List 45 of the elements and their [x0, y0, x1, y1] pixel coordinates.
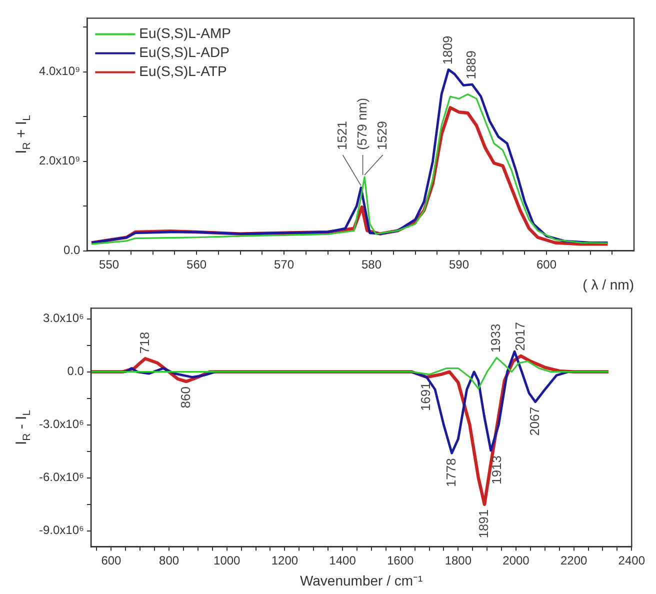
x-tick-label: 600: [536, 257, 557, 272]
x-tick-label: 1400: [329, 553, 356, 568]
annotation: 1913: [488, 455, 504, 484]
x-tick-label: 2000: [502, 553, 530, 568]
legend-label: Eu(S,S)L-ADP: [139, 44, 230, 60]
annotation: 1529: [374, 121, 390, 150]
annotation: 1889: [464, 50, 479, 80]
x-tick-label: 2400: [618, 553, 646, 568]
x-tick-label: 590: [449, 257, 470, 272]
x-tick-label: 1200: [271, 553, 298, 568]
x-tick-label: 600: [101, 553, 122, 568]
y-axis-title: IR + IL: [13, 114, 34, 154]
annotation: 1809: [440, 36, 456, 65]
x-tick-label: 2200: [560, 553, 588, 568]
y-tick-label: 4.0x10⁹: [38, 64, 80, 78]
y-tick-label: 0.0: [63, 243, 80, 258]
y-tick-label: 3.0x10⁶: [42, 311, 84, 326]
annotation: 1691: [418, 382, 434, 412]
x-tick-label: 1000: [214, 553, 241, 568]
annotation: 1521: [334, 121, 350, 150]
y-tick-label: 0.0: [67, 364, 84, 378]
legend-label: Eu(S,S)L-AMP: [139, 25, 231, 42]
y-tick-label: -3.0x10⁶: [38, 417, 84, 432]
annotation: 1778: [443, 458, 458, 488]
annotation: 1891: [476, 509, 492, 538]
x-axis-title: ( λ / nm): [582, 276, 634, 292]
annotation: 718: [136, 332, 152, 354]
x-tick-label: 800: [159, 553, 180, 568]
x-tick-label: 560: [186, 257, 207, 272]
annotation: 2017: [512, 322, 528, 351]
x-tick-label: 1800: [444, 553, 472, 568]
x-tick-label: 550: [99, 257, 120, 272]
x-tick-label: 1600: [386, 553, 414, 568]
annotation: 1933: [488, 324, 504, 353]
y-tick-label: 2.0x10⁹: [38, 154, 80, 168]
y-axis-title: IR - IL: [13, 410, 34, 446]
x-axis-title: Wavenumber / cm⁻¹: [300, 572, 424, 588]
annotation: 2067: [526, 406, 542, 436]
annotation: (579 nm): [354, 98, 370, 150]
annotation: 860: [178, 386, 193, 408]
y-tick-label: -6.0x10⁶: [38, 470, 84, 484]
legend-label: Eu(S,S)L-ATP: [139, 63, 227, 80]
y-tick-label: -9.0x10⁶: [38, 523, 84, 538]
x-tick-label: 580: [362, 257, 382, 272]
x-tick-label: 570: [274, 257, 294, 272]
